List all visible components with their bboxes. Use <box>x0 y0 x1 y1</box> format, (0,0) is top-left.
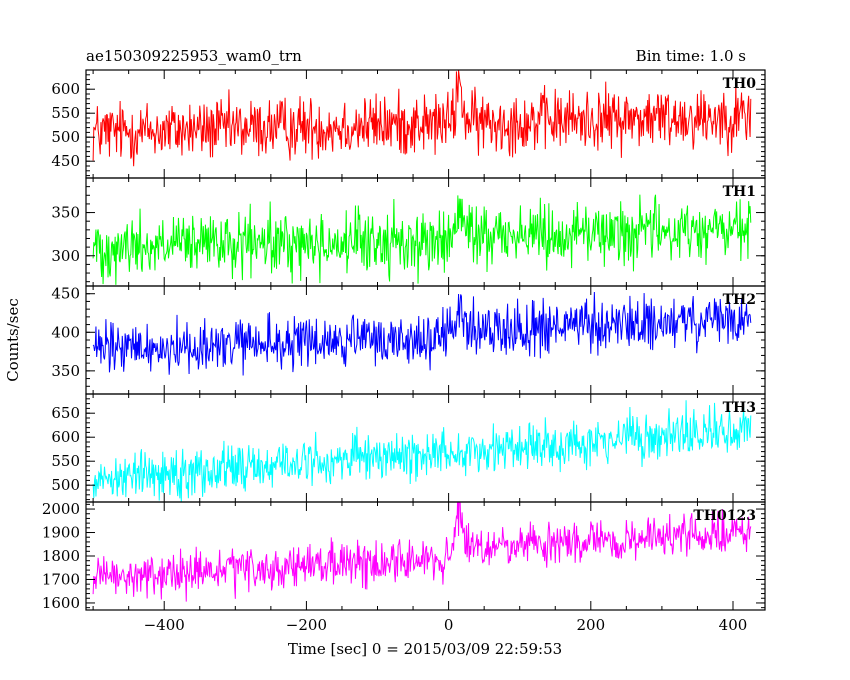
panel-th2: 350 400 450 TH2 <box>51 285 766 395</box>
y-tick-label: 650 <box>51 404 80 422</box>
chart-title: ae150309225953_wam0_trn <box>86 47 302 65</box>
y-tick-label: 1600 <box>42 594 80 612</box>
y-tick-label: 500 <box>51 128 80 146</box>
series-line-th0 <box>92 70 752 167</box>
series-line-th1 <box>92 194 752 285</box>
y-tick-label: 350 <box>51 362 80 380</box>
y-tick-label: 350 <box>51 204 80 222</box>
x-axis: −400 −200 0 200 400 <box>144 616 748 634</box>
x-tick-label: −200 <box>286 616 327 634</box>
series-line-th2 <box>92 291 752 376</box>
bin-time-label: Bin time: 1.0 s <box>636 47 746 65</box>
panel-th1: 300 350 TH1 <box>51 177 766 287</box>
panel-label-th3: TH3 <box>723 400 756 416</box>
panel-th3: 500 550 600 650 TH3 <box>51 393 766 503</box>
y-tick-label: 2000 <box>42 500 80 518</box>
x-tick-label: −400 <box>144 616 185 634</box>
y-tick-label: 300 <box>51 247 80 265</box>
x-tick-label: 400 <box>719 616 748 634</box>
y-tick-label: 450 <box>51 152 80 170</box>
y-tick-label: 550 <box>51 452 80 470</box>
series-line-th0123 <box>92 502 752 602</box>
y-tick-label: 1900 <box>42 524 80 542</box>
y-tick-label: 450 <box>51 285 80 303</box>
panel-th0: 450 500 550 600 TH0 <box>51 69 766 179</box>
x-tick-label: 0 <box>444 616 454 634</box>
panel-label-th0: TH0 <box>723 76 757 92</box>
panel-label-th2: TH2 <box>723 292 756 308</box>
y-tick-label: 400 <box>51 323 80 341</box>
panel-label-th0123: TH0123 <box>693 508 756 524</box>
y-tick-label: 550 <box>51 104 80 122</box>
y-tick-label: 1800 <box>42 547 80 565</box>
y-axis-label: Counts/sec <box>4 298 22 382</box>
x-axis-label: Time [sec] 0 = 2015/03/09 22:59:53 <box>288 640 562 658</box>
y-tick-label: 1700 <box>42 570 80 588</box>
y-tick-label: 500 <box>51 476 80 494</box>
panel-th0123: 1600 1700 1800 1900 2000 TH0123 <box>42 500 766 612</box>
y-tick-label: 600 <box>51 428 80 446</box>
y-tick-label: 600 <box>51 80 80 98</box>
x-tick-label: 200 <box>576 616 605 634</box>
series-line-th3 <box>92 400 752 502</box>
panel-label-th1: TH1 <box>723 184 756 200</box>
